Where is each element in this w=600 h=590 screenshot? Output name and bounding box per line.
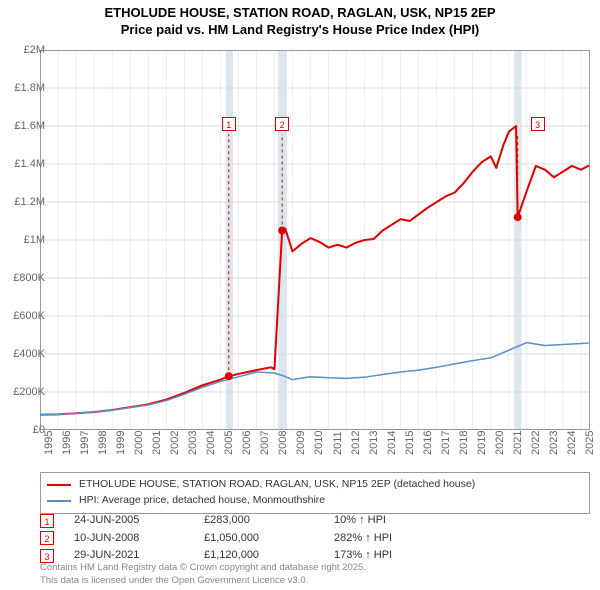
xtick-label: 2025 <box>584 431 596 455</box>
xtick-label: 2016 <box>422 431 434 455</box>
ytick-label: £400K <box>13 348 45 360</box>
chart-marker-badge: 1 <box>222 117 236 131</box>
sale-badge: 3 <box>40 549 54 563</box>
chart-title: ETHOLUDE HOUSE, STATION ROAD, RAGLAN, US… <box>0 0 600 39</box>
legend-label: ETHOLUDE HOUSE, STATION ROAD, RAGLAN, US… <box>79 477 475 493</box>
xtick-label: 2021 <box>512 431 524 455</box>
ytick-label: £200K <box>13 386 45 398</box>
legend-row: ETHOLUDE HOUSE, STATION ROAD, RAGLAN, US… <box>47 477 583 493</box>
xtick-label: 2010 <box>313 431 325 455</box>
xtick-label: 1995 <box>43 431 55 455</box>
xtick-label: 2013 <box>368 431 380 455</box>
xtick-label: 2019 <box>476 431 488 455</box>
xtick-label: 2006 <box>241 431 253 455</box>
chart-marker-badge: 3 <box>531 117 545 131</box>
xtick-label: 2020 <box>494 431 506 455</box>
sale-row: 1 24-JUN-2005 £283,000 10% ↑ HPI <box>40 512 590 530</box>
xtick-label: 2005 <box>223 431 235 455</box>
xtick-label: 2001 <box>151 431 163 455</box>
xtick-label: 2009 <box>295 431 307 455</box>
xtick-label: 2000 <box>133 431 145 455</box>
footer-line-2: This data is licensed under the Open Gov… <box>40 575 366 587</box>
sale-date: 24-JUN-2005 <box>74 512 204 530</box>
footer: Contains HM Land Registry data © Crown c… <box>40 562 366 587</box>
xtick-label: 2002 <box>169 431 181 455</box>
legend: ETHOLUDE HOUSE, STATION ROAD, RAGLAN, US… <box>40 472 590 514</box>
sale-price: £283,000 <box>204 512 334 530</box>
ytick-label: £1.2M <box>14 196 45 208</box>
ytick-label: £800K <box>13 272 45 284</box>
sale-row: 2 10-JUN-2008 £1,050,000 282% ↑ HPI <box>40 530 590 548</box>
xtick-label: 2015 <box>404 431 416 455</box>
title-line-1: ETHOLUDE HOUSE, STATION ROAD, RAGLAN, US… <box>0 5 600 22</box>
xtick-label: 2023 <box>548 431 560 455</box>
title-line-2: Price paid vs. HM Land Registry's House … <box>0 22 600 39</box>
xtick-label: 1998 <box>97 431 109 455</box>
footer-line-1: Contains HM Land Registry data © Crown c… <box>40 562 366 574</box>
ytick-label: £1.4M <box>14 158 45 170</box>
xtick-label: 2022 <box>530 431 542 455</box>
ytick-label: £1.6M <box>14 120 45 132</box>
xtick-label: 2011 <box>332 431 344 455</box>
xtick-label: 2014 <box>386 431 398 455</box>
ytick-label: £1M <box>24 234 45 246</box>
xtick-label: 1996 <box>61 431 73 455</box>
xtick-label: 1997 <box>79 431 91 455</box>
xtick-label: 2008 <box>277 431 289 455</box>
xtick-label: 2024 <box>566 431 578 455</box>
xtick-label: 1999 <box>115 431 127 455</box>
legend-label: HPI: Average price, detached house, Monm… <box>79 493 325 509</box>
xtick-label: 2018 <box>458 431 470 455</box>
sale-pct: 282% ↑ HPI <box>334 530 392 548</box>
legend-swatch <box>47 500 71 502</box>
chart-svg <box>40 50 590 430</box>
xtick-label: 2017 <box>440 431 452 455</box>
chart-area <box>40 50 590 430</box>
chart-marker-badge: 2 <box>275 117 289 131</box>
sale-pct: 10% ↑ HPI <box>334 512 386 530</box>
sale-badge: 1 <box>40 514 54 528</box>
legend-swatch <box>47 484 71 486</box>
xtick-label: 2004 <box>205 431 217 455</box>
ytick-label: £1.8M <box>14 82 45 94</box>
sale-table: 1 24-JUN-2005 £283,000 10% ↑ HPI 2 10-JU… <box>40 512 590 565</box>
xtick-label: 2007 <box>259 431 271 455</box>
xtick-label: 2003 <box>187 431 199 455</box>
ytick-label: £600K <box>13 310 45 322</box>
sale-badge: 2 <box>40 531 54 545</box>
sale-price: £1,050,000 <box>204 530 334 548</box>
legend-row: HPI: Average price, detached house, Monm… <box>47 493 583 509</box>
sale-date: 10-JUN-2008 <box>74 530 204 548</box>
ytick-label: £2M <box>24 44 45 56</box>
xtick-label: 2012 <box>350 431 362 455</box>
